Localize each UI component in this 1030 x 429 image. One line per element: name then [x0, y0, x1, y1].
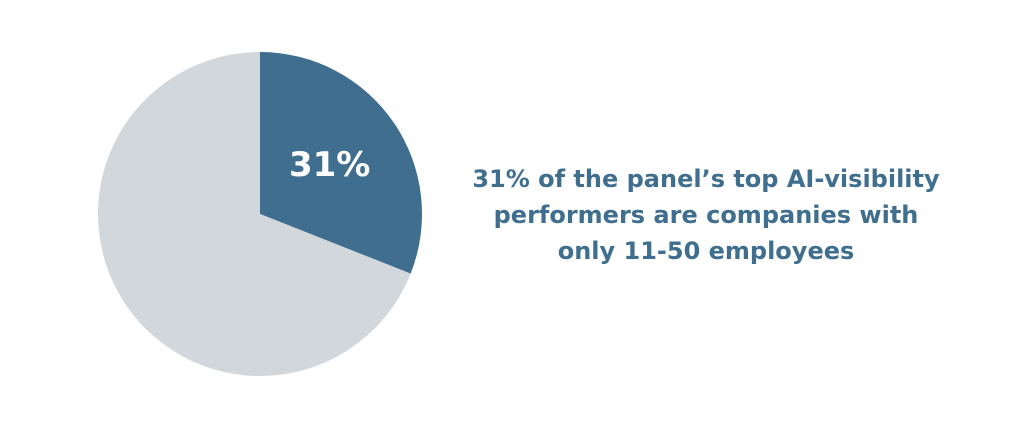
annotation-line: only 11-50 employees — [558, 237, 855, 265]
annotation-line: performers are companies with — [494, 201, 919, 229]
slice-label: 31% — [289, 145, 370, 185]
pie-slice — [260, 52, 422, 274]
pie-slice — [98, 52, 411, 376]
annotation-line: 31% of the panel’s top AI-visibility — [472, 165, 940, 193]
